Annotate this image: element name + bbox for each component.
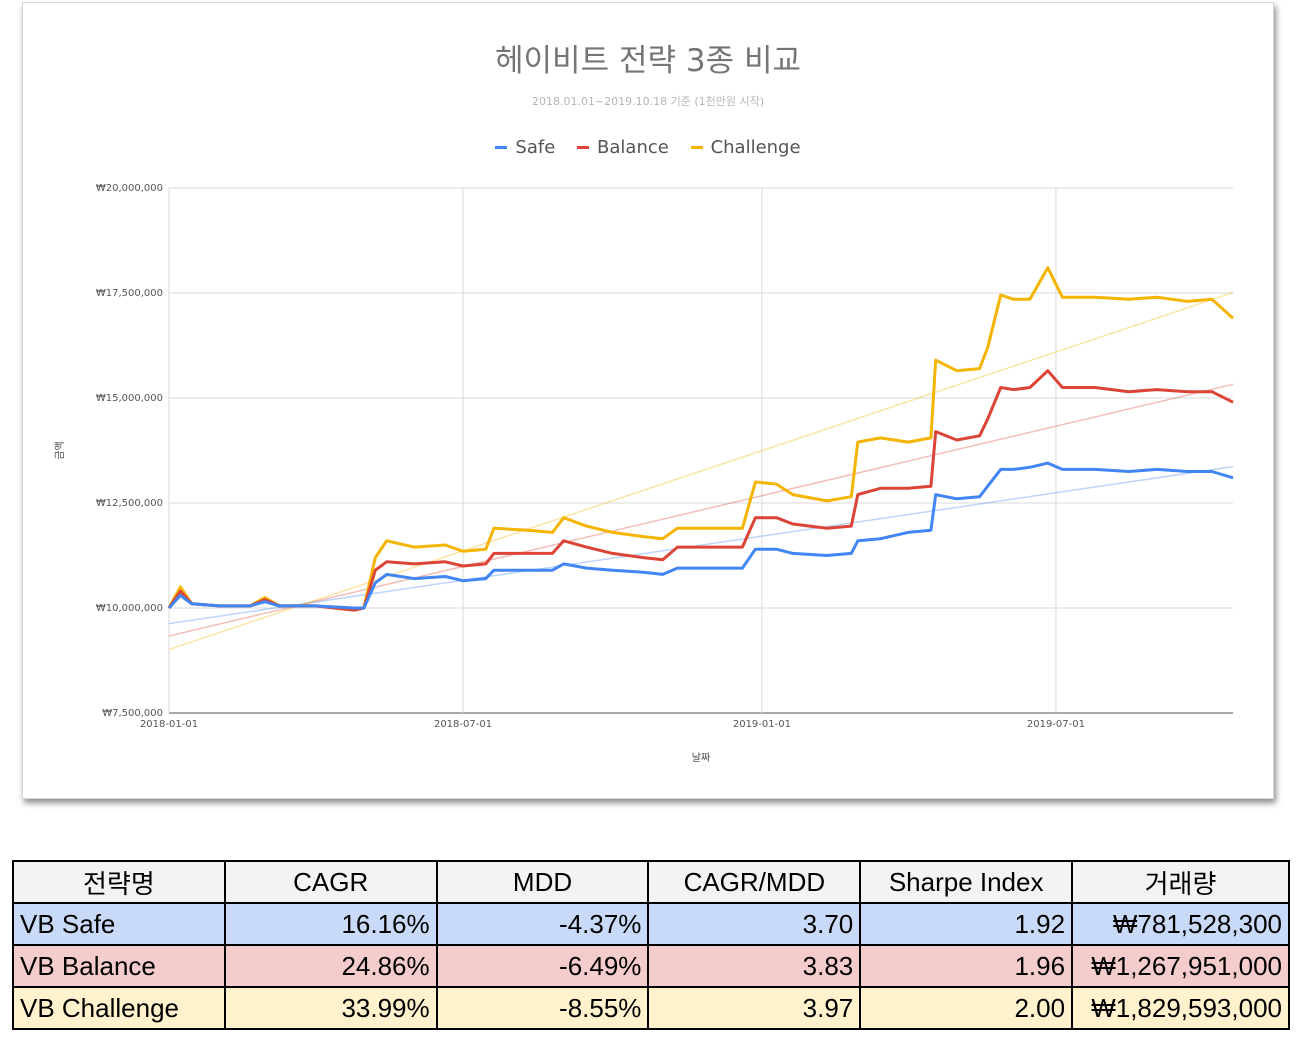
y-tick-label: ₩7,500,000 bbox=[102, 708, 163, 719]
line-chart-plot: ₩7,500,000 ₩10,000,000 ₩12,500,000 ₩15,000,… bbox=[54, 183, 1235, 764]
series-line-challenge bbox=[167, 266, 1235, 612]
column-header-volume: 거래량 bbox=[1071, 860, 1290, 904]
cell-cagr: 24.86% bbox=[223, 944, 438, 988]
cell-cagr-mdd: 3.97 bbox=[647, 986, 862, 1030]
cell-mdd: -4.37% bbox=[435, 902, 650, 946]
table-row: VB Safe 16.16% -4.37% 3.70 1.92 ₩781,528… bbox=[12, 902, 1290, 946]
cell-cagr: 33.99% bbox=[223, 986, 438, 1030]
chart-legend: Safe Balance Challenge bbox=[23, 133, 1273, 158]
chart-title: 헤이비트 전략 3종 비교 bbox=[495, 43, 801, 79]
cell-sharpe: 2.00 bbox=[859, 986, 1074, 1030]
trendline-safe bbox=[168, 465, 1234, 625]
legend-swatch-balance bbox=[577, 146, 590, 149]
legend-swatch-challenge bbox=[690, 146, 703, 149]
cell-cagr-mdd: 3.70 bbox=[647, 902, 862, 946]
table-row: VB Challenge 33.99% -8.55% 3.97 2.00 ₩1,… bbox=[12, 986, 1290, 1030]
cell-volume: ₩781,528,300 bbox=[1071, 902, 1290, 946]
cell-strategy-name: VB Balance bbox=[12, 944, 226, 988]
y-tick-label: ₩17,500,000 bbox=[96, 288, 163, 299]
table-header-row: 전략명 CAGR MDD CAGR/MDD Sharpe Index 거래량 bbox=[12, 860, 1290, 904]
column-header-cagr: CAGR bbox=[223, 860, 438, 904]
y-tick-label: ₩10,000,000 bbox=[96, 603, 163, 614]
cell-sharpe: 1.96 bbox=[859, 944, 1074, 988]
x-tick-label: 2019-07-01 bbox=[1027, 719, 1085, 730]
legend-item-balance[interactable]: Balance bbox=[577, 137, 669, 158]
cell-sharpe: 1.92 bbox=[859, 902, 1074, 946]
series-line-safe bbox=[167, 461, 1234, 610]
x-axis-title: 날짜 bbox=[692, 752, 710, 764]
x-tick-label: 2018-01-01 bbox=[140, 719, 198, 730]
y-tick-label: ₩20,000,000 bbox=[96, 183, 163, 194]
column-header-mdd: MDD bbox=[435, 860, 650, 904]
cell-mdd: -8.55% bbox=[435, 986, 650, 1030]
cell-strategy-name: VB Safe bbox=[12, 902, 226, 946]
legend-item-safe[interactable]: Safe bbox=[495, 137, 555, 158]
table-row: VB Balance 24.86% -6.49% 3.83 1.96 ₩1,26… bbox=[12, 944, 1290, 988]
cell-volume: ₩1,267,951,000 bbox=[1071, 944, 1290, 988]
y-tick-label: ₩15,000,000 bbox=[96, 393, 163, 404]
legend-label-balance: Balance bbox=[597, 137, 669, 158]
cell-cagr: 16.16% bbox=[223, 902, 438, 946]
strategy-stats-table: 전략명 CAGR MDD CAGR/MDD Sharpe Index 거래량 V… bbox=[12, 860, 1290, 1030]
x-tick-label: 2018-07-01 bbox=[434, 719, 492, 730]
x-tick-label: 2019-01-01 bbox=[733, 719, 791, 730]
trendline-balance bbox=[168, 383, 1234, 637]
legend-label-safe: Safe bbox=[515, 137, 556, 158]
column-header-strategy: 전략명 bbox=[12, 860, 226, 904]
cell-cagr-mdd: 3.83 bbox=[647, 944, 862, 988]
y-tick-label: ₩12,500,000 bbox=[96, 498, 163, 509]
column-header-cagr-mdd: CAGR/MDD bbox=[647, 860, 862, 904]
cell-mdd: -6.49% bbox=[435, 944, 650, 988]
column-header-sharpe: Sharpe Index bbox=[859, 860, 1074, 904]
trendline-challenge bbox=[168, 291, 1234, 651]
cell-strategy-name: VB Challenge bbox=[12, 986, 226, 1030]
legend-item-challenge[interactable]: Challenge bbox=[690, 137, 801, 158]
chart-subtitle: 2018.01.01~2019.10.18 기준 (1천만원 시작) bbox=[531, 95, 765, 108]
y-axis-title: 금액 bbox=[54, 441, 66, 459]
chart-card: 헤이비트 전략 3종 비교 2018.01.01~2019.10.18 기준 (… bbox=[22, 2, 1274, 799]
cell-volume: ₩1,829,593,000 bbox=[1071, 986, 1290, 1030]
legend-label-challenge: Challenge bbox=[710, 137, 801, 158]
legend-swatch-safe bbox=[495, 146, 508, 149]
